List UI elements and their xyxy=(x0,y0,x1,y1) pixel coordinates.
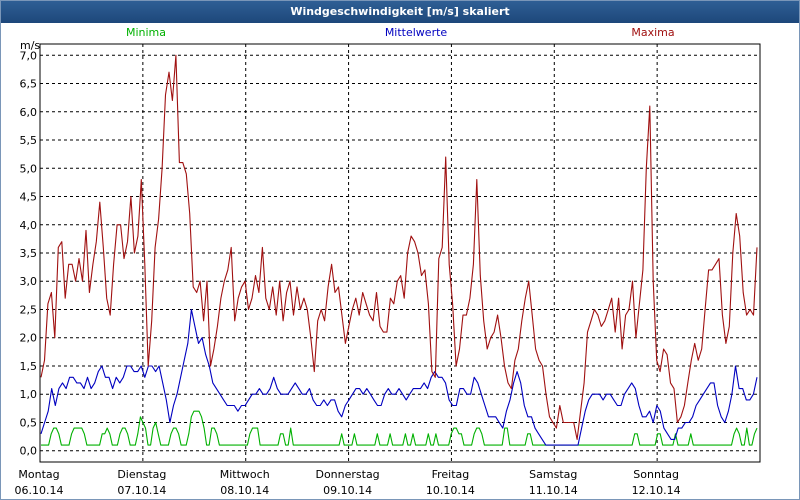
x-ticks: Montag 06.10.14 Dienstag 07.10.14 Mittwoch 08… xyxy=(15,468,681,497)
series-minima-line xyxy=(41,410,758,446)
x-tick-date: 09.10.14 xyxy=(323,484,372,497)
series-mittelwerte-line xyxy=(40,308,758,446)
x-tick-day: Freitag xyxy=(432,468,470,481)
y-tick-label: 2,5 xyxy=(20,303,38,316)
y-tick-label: 4,0 xyxy=(20,219,38,232)
y-tick-label: 4,5 xyxy=(20,191,38,204)
y-tick-label: 1,0 xyxy=(20,388,38,401)
x-tick-date: 11.10.14 xyxy=(529,484,578,497)
y-tick-label: 3,0 xyxy=(20,275,38,288)
x-tick-date: 06.10.14 xyxy=(15,484,64,497)
x-tick-date: 12.10.14 xyxy=(632,484,681,497)
x-tick-day: Montag xyxy=(18,468,59,481)
y-axis-label: m/s xyxy=(20,39,40,52)
y-tick-label: 5,5 xyxy=(20,134,38,147)
y-tick-label: 0,0 xyxy=(20,445,38,458)
y-tick-label: 0,5 xyxy=(20,416,38,429)
y-ticks: 0,0 0,5 1,0 1,5 2,0 2,5 3,0 3,5 4,0 4,5 5,0 5,5 6,0 6… xyxy=(20,49,38,457)
legend-mittelwerte: Mittelwerte xyxy=(385,26,448,39)
x-tick-day: Samstag xyxy=(529,468,577,481)
y-tick-label: 5,0 xyxy=(20,162,38,175)
y-tick-label: 1,5 xyxy=(20,360,38,373)
x-tick-day: Sonntag xyxy=(633,468,679,481)
y-tick-label: 6,0 xyxy=(20,106,38,119)
legend-maxima: Maxima xyxy=(631,26,674,39)
y-tick-label: 3,5 xyxy=(20,247,38,260)
y-tick-label: 6,5 xyxy=(20,78,38,91)
x-tick-date: 07.10.14 xyxy=(117,484,166,497)
y-tick-label: 7,0 xyxy=(20,49,38,62)
x-tick-day: Donnerstag xyxy=(315,468,379,481)
series-lines xyxy=(40,54,758,446)
x-tick-date: 10.10.14 xyxy=(426,484,475,497)
legend: Minima Mittelwerte Maxima xyxy=(126,26,675,39)
y-tick-label: 2,0 xyxy=(20,332,38,345)
x-tick-date: 08.10.14 xyxy=(220,484,269,497)
legend-minima: Minima xyxy=(126,26,166,39)
series-maxima-line xyxy=(40,54,758,440)
window-title: Windgeschwindigkeit [m/s] skaliert xyxy=(1,1,799,23)
x-tick-day: Dienstag xyxy=(117,468,166,481)
x-tick-day: Mittwoch xyxy=(220,468,270,481)
